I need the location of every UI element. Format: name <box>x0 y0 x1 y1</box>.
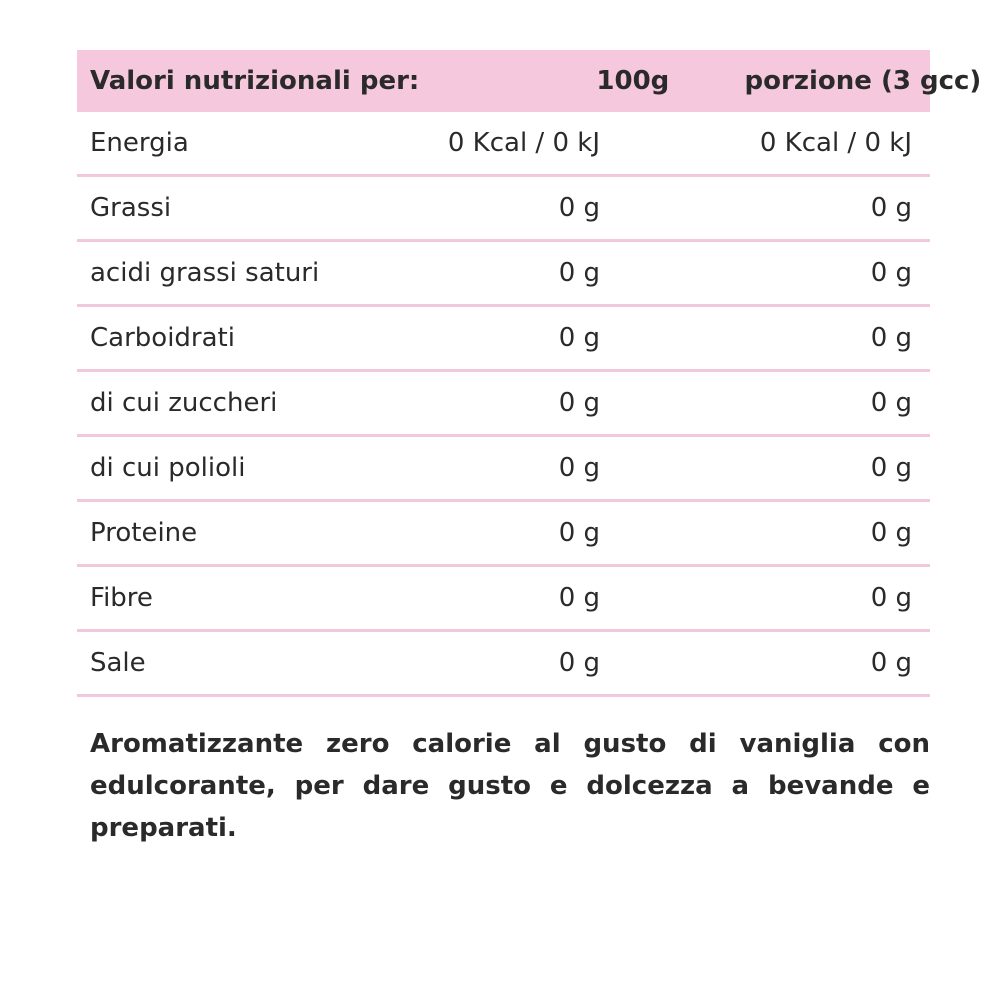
row-value-100g: 0 g <box>558 388 600 418</box>
table-row-acidi-grassi-saturi: acidi grassi saturi 0 g 0 g <box>77 242 930 307</box>
row-label: di cui polioli <box>90 453 246 483</box>
row-value-portion: 0 g <box>870 258 912 288</box>
row-value-100g: 0 g <box>558 518 600 548</box>
row-label: Grassi <box>90 193 172 223</box>
row-value-portion: 0 g <box>870 323 912 353</box>
row-label: Proteine <box>90 518 198 548</box>
row-value-portion: 0 g <box>870 193 912 223</box>
row-value-100g: 0 g <box>558 648 600 678</box>
row-value-portion: 0 Kcal / 0 kJ <box>759 128 912 158</box>
table-row-fibre: Fibre 0 g 0 g <box>77 567 930 632</box>
row-label: di cui zuccheri <box>90 388 278 418</box>
row-value-100g: 0 g <box>558 193 600 223</box>
row-value-100g: 0 g <box>558 453 600 483</box>
product-description: Aromatizzante zero calorie al gusto di v… <box>90 729 930 843</box>
row-value-portion: 0 g <box>870 388 912 418</box>
row-label: Sale <box>90 648 146 678</box>
row-value-portion: 0 g <box>870 583 912 613</box>
row-label: Carboidrati <box>90 323 235 353</box>
table-row-di-cui-polioli: di cui polioli 0 g 0 g <box>77 437 930 502</box>
table-row-grassi: Grassi 0 g 0 g <box>77 177 930 242</box>
header-values-per: Valori nutrizionali per: <box>90 66 420 96</box>
nutrition-table: Valori nutrizionali per: 100g porzione (… <box>77 50 981 875</box>
table-row-proteine: Proteine 0 g 0 g <box>77 502 930 567</box>
row-label: Energia <box>90 128 189 158</box>
row-value-portion: 0 g <box>870 518 912 548</box>
row-value-100g: 0 Kcal / 0 kJ <box>447 128 600 158</box>
table-header-row: Valori nutrizionali per: 100g porzione (… <box>77 50 981 112</box>
row-value-portion: 0 g <box>870 648 912 678</box>
row-label: Fibre <box>90 583 153 613</box>
header-portion: porzione (3 gcc) <box>744 66 982 96</box>
table-row-sale: Sale 0 g 0 g <box>77 632 930 697</box>
table-row-di-cui-zuccheri: di cui zuccheri 0 g 0 g <box>77 372 930 437</box>
row-value-100g: 0 g <box>558 258 600 288</box>
table-row-energia: Energia 0 Kcal / 0 kJ 0 Kcal / 0 kJ <box>77 112 930 177</box>
header-100g: 100g <box>596 66 670 96</box>
row-label: acidi grassi saturi <box>90 258 320 288</box>
row-value-100g: 0 g <box>558 323 600 353</box>
row-value-portion: 0 g <box>870 453 912 483</box>
table-row-carboidrati: Carboidrati 0 g 0 g <box>77 307 930 372</box>
row-value-100g: 0 g <box>558 583 600 613</box>
